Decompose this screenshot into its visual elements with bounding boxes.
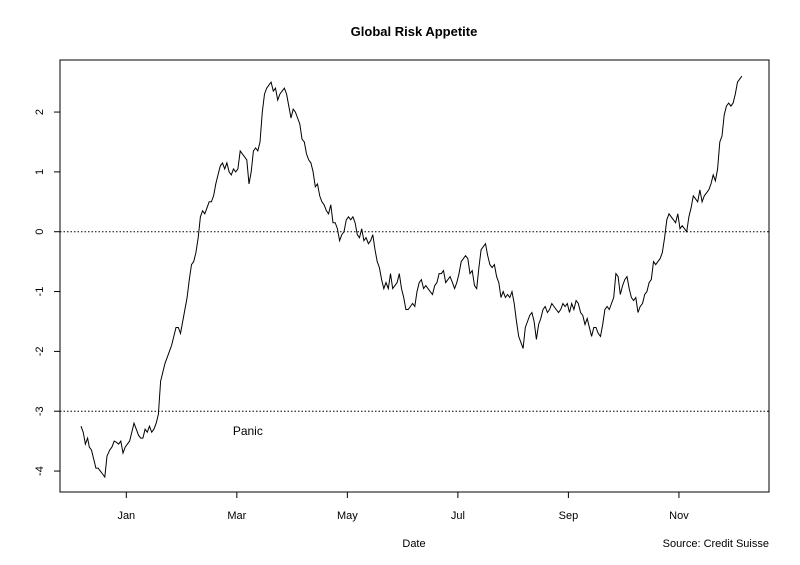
y-tick-label: -1 (34, 287, 46, 297)
y-tick-label: 1 (34, 169, 46, 175)
panic-annotation: Panic (233, 424, 263, 438)
y-tick-label: 0 (34, 229, 46, 235)
x-tick-label: Nov (669, 510, 689, 522)
y-axis: 2 1 0 -1 -2 -3 -4 (34, 109, 60, 476)
x-axis-label: Date (402, 538, 425, 550)
y-tick-label: -2 (34, 346, 46, 356)
source-note: Source: Credit Suisse (663, 538, 769, 550)
y-tick-label: -4 (34, 466, 46, 476)
x-tick-label: Jul (451, 510, 465, 522)
x-axis: Jan Mar May Jul Sep Nov (117, 492, 689, 522)
x-tick-label: Sep (559, 510, 579, 522)
reference-lines (60, 231, 769, 412)
series-line (80, 75, 743, 479)
y-tick-label: -3 (34, 406, 46, 416)
chart-title: Global Risk Appetite (351, 24, 478, 39)
plot-frame (59, 59, 770, 493)
x-tick-label: Mar (227, 510, 246, 522)
x-tick-label: Jan (117, 510, 135, 522)
x-tick-label: May (337, 510, 358, 522)
y-tick-label: 2 (34, 109, 46, 115)
